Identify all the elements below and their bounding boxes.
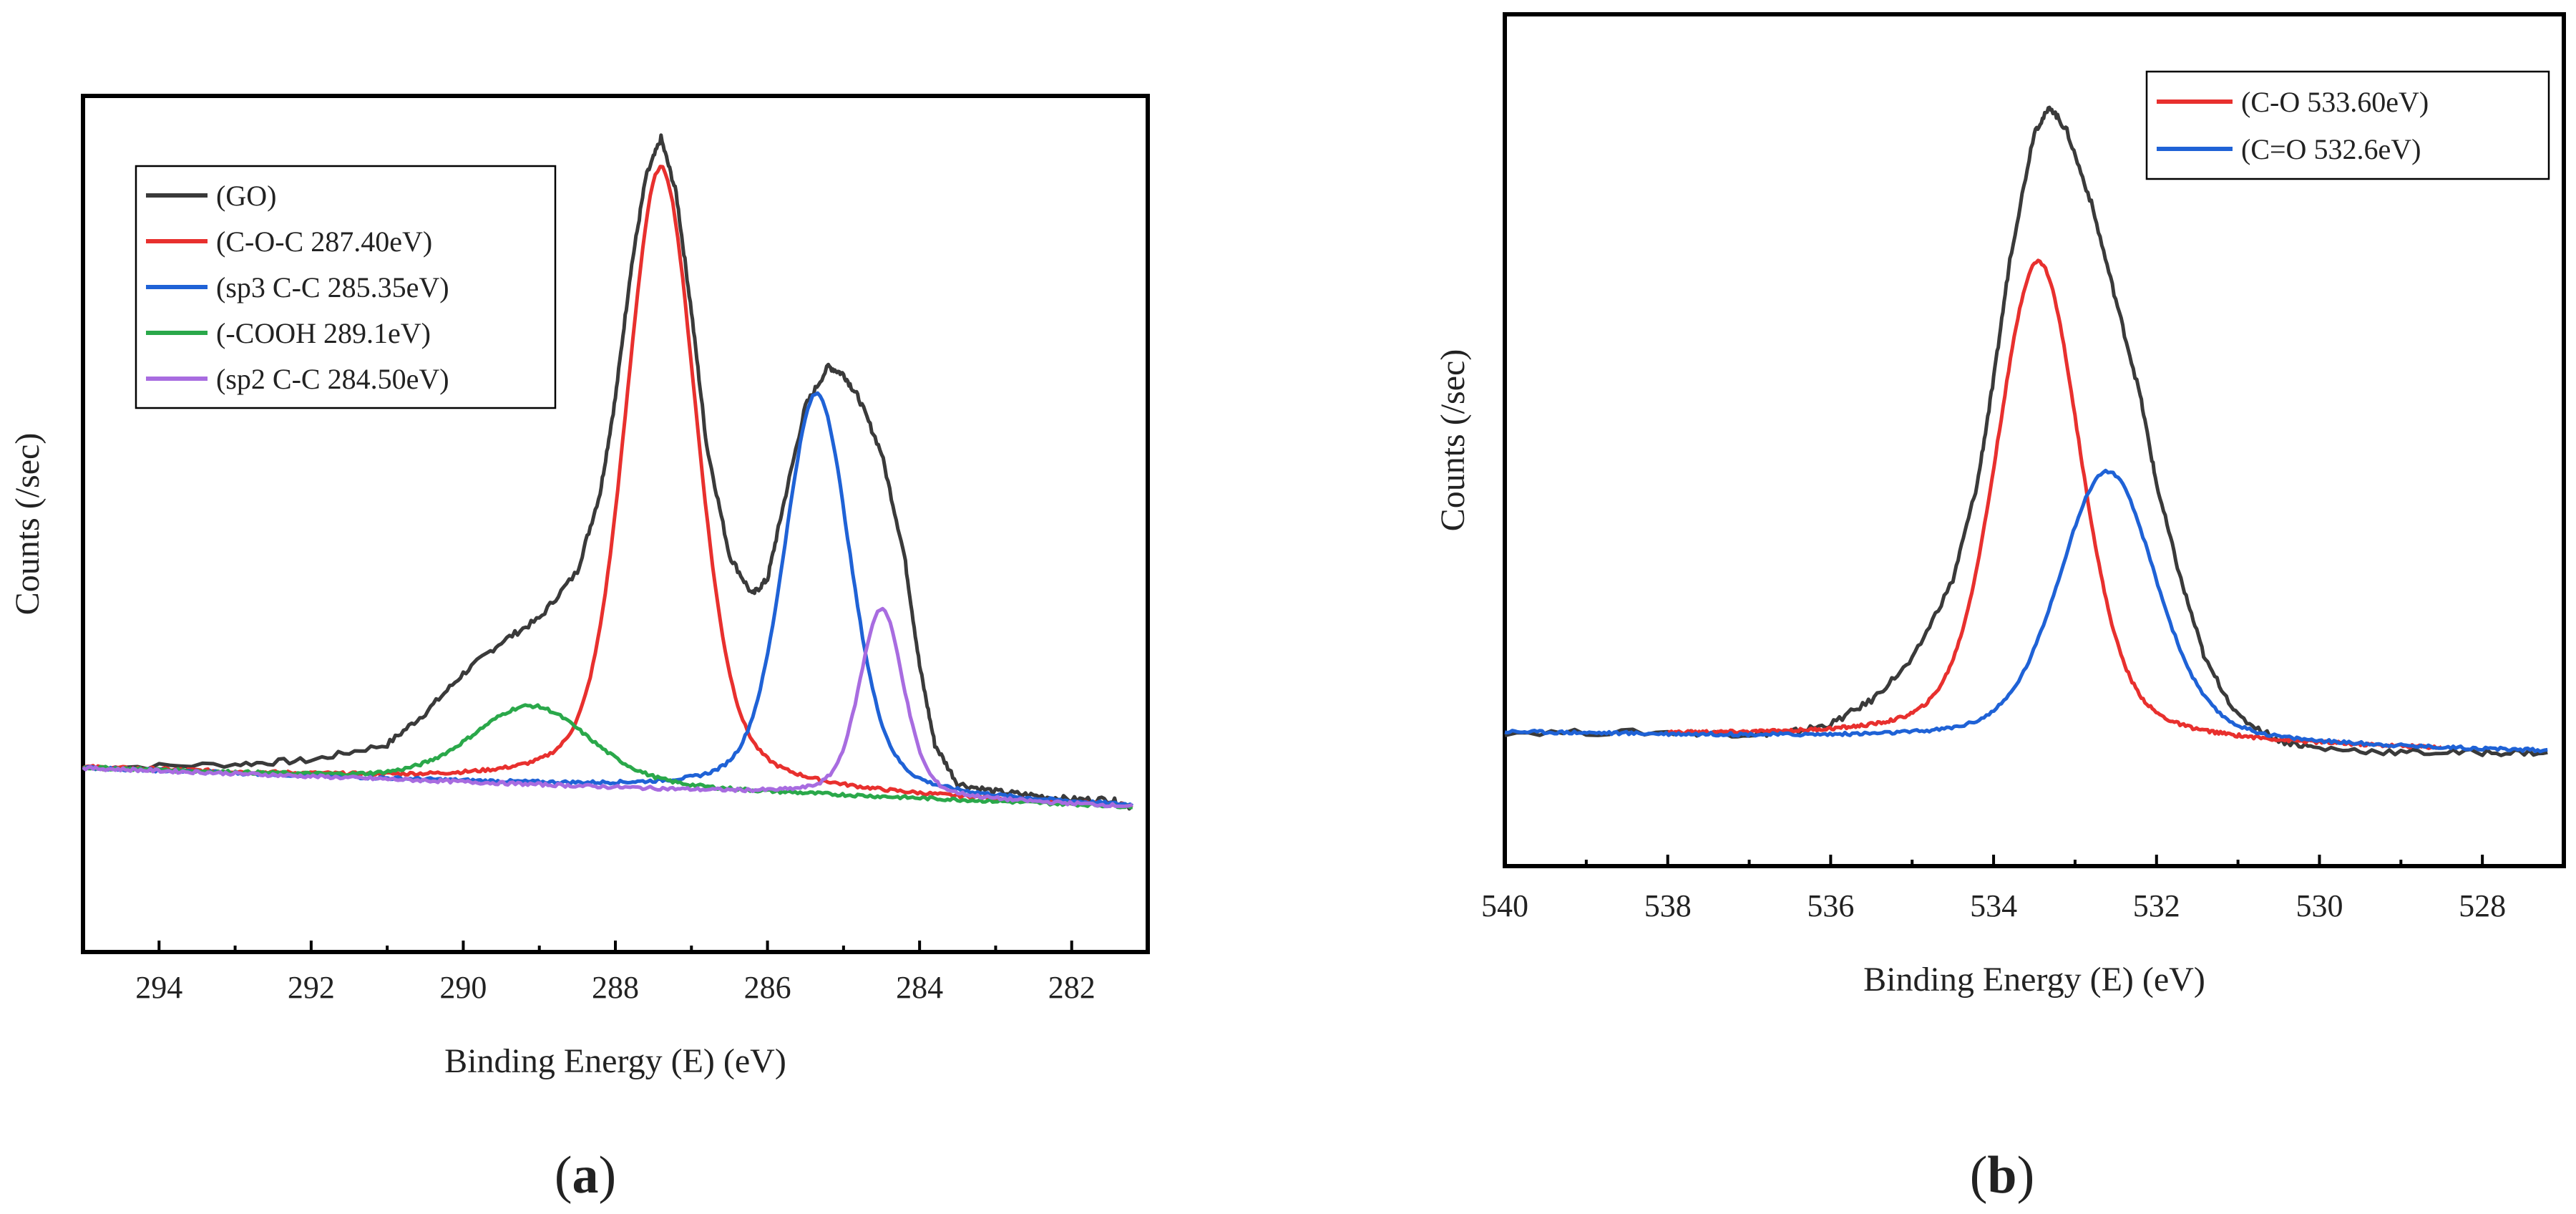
panel-label-b-close: )	[2017, 1146, 2035, 1205]
chart-panel-b: 540 538 536 534 532 530 528 (C-O 533.60eV) (C=O…	[1434, 12, 2566, 1205]
panel-label-a-letter: a	[572, 1146, 599, 1205]
legend-label: (C=O 532.6eV)	[2241, 133, 2421, 165]
x-tick-label: 290	[439, 970, 487, 1005]
x-tick-label: 284	[896, 970, 943, 1005]
x-tick-label: 540	[1481, 888, 1528, 923]
x-tick-label: 532	[2133, 888, 2180, 923]
legend-box	[2145, 70, 2550, 180]
x-tick-label: 282	[1048, 970, 1096, 1005]
x-tick-label: 530	[2296, 888, 2343, 923]
legend-a: (GO) (C-O-C 287.40eV) (sp3 C-C 285.35eV) (-…	[135, 165, 557, 409]
x-tick-label: 294	[135, 970, 182, 1005]
y-axis-label-a: Counts (/sec)	[9, 433, 47, 616]
plot-frame-b	[1503, 12, 2566, 868]
chart-panel-a: 294 292 290 288 286 284 282 (GO) (C-O-C 287.40e…	[9, 94, 1150, 1205]
y-axis-label-b: Counts (/sec)	[1434, 349, 1472, 532]
series-line-go	[82, 133, 1133, 811]
legend-label: (C-O 533.60eV)	[2241, 86, 2429, 118]
series-line-c-o-532-6ev	[1504, 468, 2548, 754]
panel-label-b-open: (	[1970, 1146, 1988, 1205]
panel-label-b-letter: b	[1987, 1146, 2016, 1205]
series-line-go	[1504, 105, 2548, 757]
x-axis-label-a: Binding Energy (E) (eV)	[444, 1042, 786, 1080]
x-axis-label-b: Binding Energy (E) (eV)	[1863, 961, 2205, 999]
panel-label-a: (a)	[555, 1146, 616, 1205]
x-tick-label: 288	[592, 970, 639, 1005]
x-tick-label: 534	[1970, 888, 2017, 923]
legend-label: (GO)	[216, 180, 276, 212]
legend-label: (C-O-C 287.40eV)	[216, 225, 432, 258]
legend-label: (sp2 C-C 284.50eV)	[216, 363, 449, 395]
legend-b: (C-O 533.60eV) (C=O 532.6eV)	[2145, 70, 2550, 180]
x-ticks-b: 540 538 536 534 532 530 528	[1481, 855, 2506, 923]
series-line-c-o-533-60ev	[1667, 258, 2443, 750]
curves-b	[1504, 105, 2548, 757]
x-tick-label: 286	[744, 970, 791, 1005]
series-line-cooh-289-1ev	[82, 703, 1133, 810]
x-tick-label: 528	[2459, 888, 2506, 923]
x-tick-label: 536	[1807, 888, 1854, 923]
legend-label: (sp3 C-C 285.35eV)	[216, 271, 449, 304]
curves-a	[82, 133, 1134, 811]
x-ticks-a: 294 292 290 288 286 284 282	[135, 941, 1096, 1005]
panel-label-a-close: )	[599, 1146, 617, 1205]
panel-label-b: (b)	[1970, 1146, 2034, 1205]
series-line-sp2-c-c-284-50ev	[82, 606, 1133, 808]
x-tick-label: 538	[1644, 888, 1692, 923]
x-tick-label: 292	[288, 970, 335, 1005]
panel-label-a-open: (	[555, 1146, 572, 1205]
legend-label: (-COOH 289.1eV)	[216, 317, 431, 349]
